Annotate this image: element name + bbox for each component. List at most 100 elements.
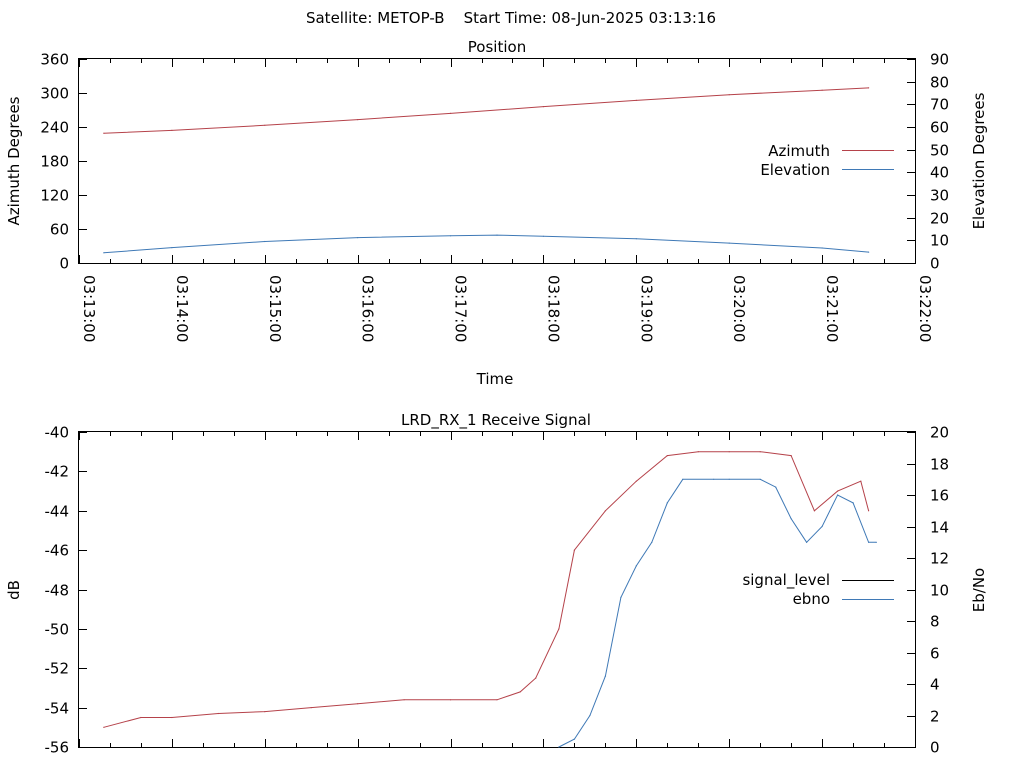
signal-point — [860, 480, 862, 482]
position-y2tick-label: 0 — [930, 255, 940, 273]
signal-point — [813, 510, 816, 512]
position-xtick-label: 03:14:00 — [173, 275, 191, 342]
signal-y2tick-label: 0 — [930, 739, 940, 757]
position-y2tick-label: 20 — [930, 210, 949, 228]
position-chart: Position 0 60 120 180 240 300 360 0 10 20 30 40 50 60… — [5, 38, 988, 388]
signal-point — [264, 711, 266, 713]
signal-ytick-label: -56 — [45, 739, 70, 757]
position-point — [542, 106, 545, 108]
legend-label-azimuth: Azimuth — [768, 142, 830, 160]
position-legend: Azimuth Elevation — [760, 142, 894, 179]
signal-y2tick-label: 16 — [930, 487, 949, 505]
signal-point — [682, 478, 684, 480]
signal-point — [604, 675, 607, 677]
signal-chart: LRD_RX_1 Receive Signal -40-42-44-46-48-… — [5, 411, 988, 757]
position-point — [496, 234, 498, 236]
position-xtick-label: 03:21:00 — [823, 275, 841, 342]
position-series-azimuth — [103, 87, 869, 134]
signal-point — [519, 691, 521, 693]
signal-point — [666, 502, 668, 504]
signal-point — [103, 726, 105, 728]
signal-y2tick-label: 8 — [930, 613, 940, 631]
signal-point — [403, 699, 405, 701]
signal-point — [558, 628, 560, 630]
signal-ytick-label: -52 — [45, 660, 70, 678]
signal-point — [713, 478, 715, 480]
position-y2label: Elevation Degrees — [970, 92, 988, 229]
signal-point — [790, 518, 792, 520]
signal-point — [450, 699, 452, 701]
signal-point — [759, 478, 761, 480]
signal-y2tick-label: 6 — [930, 645, 940, 663]
signal-point — [171, 716, 173, 719]
signal-point — [790, 455, 792, 457]
position-point — [171, 247, 173, 249]
signal-y2tick-label: 14 — [930, 519, 949, 537]
position-y2tick-label: 80 — [930, 74, 949, 92]
signal-point — [868, 510, 870, 512]
position-xtick-label: 03:22:00 — [916, 275, 934, 342]
signal-point — [759, 451, 761, 453]
signal-point — [806, 541, 808, 543]
legend-label-signal-level: signal_level — [742, 571, 830, 590]
position-point — [821, 247, 823, 249]
position-series — [103, 87, 870, 254]
position-point — [635, 99, 637, 101]
signal-point — [573, 549, 576, 551]
signal-y2tick-label: 20 — [930, 424, 949, 442]
signal-point — [496, 699, 498, 701]
signal-point — [357, 703, 359, 705]
signal-point — [604, 510, 607, 512]
signal-point — [875, 541, 877, 543]
position-y2tick-label: 90 — [930, 51, 949, 69]
signal-point — [852, 502, 854, 504]
signal-y2tick-label: 12 — [930, 550, 949, 568]
position-ytick-label: 360 — [40, 51, 69, 69]
position-y2tick-label: 40 — [930, 164, 949, 182]
signal-ytick-label: -54 — [45, 700, 70, 718]
position-point — [264, 240, 266, 243]
position-xtick-label: 03:20:00 — [730, 275, 748, 342]
signal-y2tick-label: 2 — [930, 708, 940, 726]
signal-point — [635, 565, 637, 567]
signal-series-signal-level — [103, 451, 870, 728]
position-point — [728, 242, 730, 244]
signal-point — [310, 707, 312, 709]
signal-ytick-label: -50 — [45, 621, 70, 639]
signal-point — [140, 716, 142, 719]
position-ylabel: Azimuth Degrees — [5, 96, 23, 225]
position-point — [171, 129, 173, 131]
position-point — [357, 119, 359, 121]
position-ytick-label: 180 — [40, 153, 69, 171]
position-point — [103, 132, 105, 134]
signal-ylabel: dB — [5, 580, 23, 600]
signal-point — [728, 451, 730, 453]
signal-point — [573, 738, 576, 740]
signal-point — [728, 478, 730, 480]
position-ytick-label: 300 — [40, 85, 69, 103]
signal-plot-frame — [78, 431, 916, 748]
signal-ytick-label: -44 — [45, 503, 70, 521]
position-point — [103, 252, 105, 254]
position-point — [868, 87, 870, 89]
position-y2tick-label: 30 — [930, 187, 949, 205]
position-chart-title: Position — [468, 38, 526, 56]
figure-title: Satellite: METOP-B Start Time: 08-Jun-20… — [306, 9, 716, 27]
position-ytick-label: 120 — [40, 187, 69, 205]
signal-point — [217, 712, 219, 715]
position-point — [357, 237, 359, 239]
position-xtick-label: 03:17:00 — [452, 275, 470, 342]
position-point — [635, 238, 637, 240]
position-point — [821, 89, 823, 91]
signal-point — [837, 494, 839, 496]
legend-label-ebno: ebno — [793, 590, 830, 608]
signal-ytick-label: -46 — [45, 542, 70, 560]
position-y2tick-label: 70 — [930, 96, 949, 114]
signal-point — [821, 525, 823, 528]
position-point — [450, 235, 452, 237]
position-xtick-label: 03:18:00 — [544, 275, 562, 342]
signal-chart-title: LRD_RX_1 Receive Signal — [401, 411, 591, 430]
position-point — [450, 112, 452, 114]
position-ytick-label: 240 — [40, 119, 69, 137]
position-ytick-label: 60 — [50, 221, 69, 239]
